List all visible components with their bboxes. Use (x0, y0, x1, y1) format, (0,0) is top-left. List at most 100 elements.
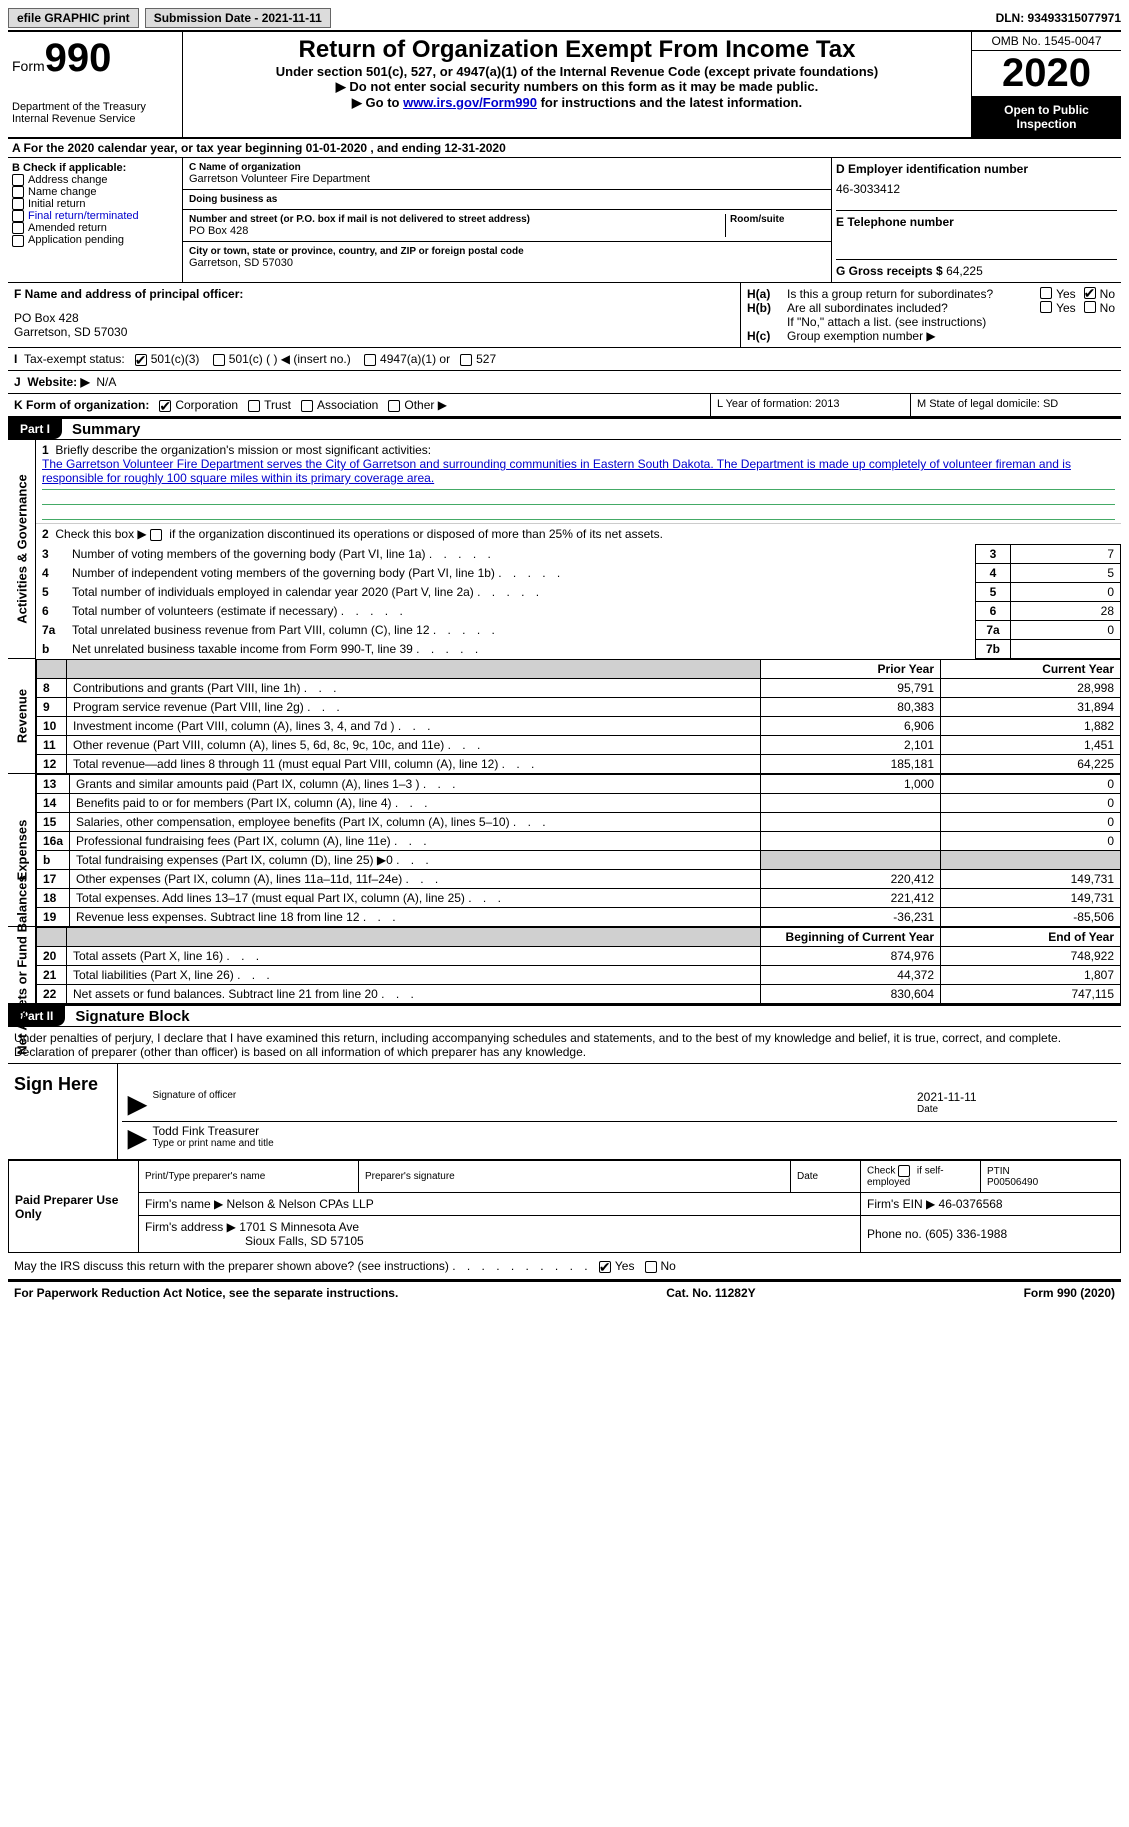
part1-title: Summary (62, 421, 140, 438)
checkbox-final-return[interactable] (12, 210, 24, 222)
checkbox-hb-yes[interactable] (1040, 301, 1052, 313)
part1-tag: Part I (8, 419, 62, 439)
table-row: 10Investment income (Part VIII, column (… (37, 717, 1121, 736)
officer-name-title: Todd Fink Treasurer (152, 1124, 1117, 1138)
ptin-cell: PTINP00506490 (981, 1161, 1121, 1193)
sign-here-block: Sign Here ▶ Signature of officer 2021-11… (8, 1064, 1121, 1160)
form990-link[interactable]: www.irs.gov/Form990 (403, 95, 537, 110)
officer-group-row: F Name and address of principal officer:… (8, 283, 1121, 348)
table-row: 22Net assets or fund balances. Subtract … (37, 985, 1121, 1004)
firm-addr2: Sioux Falls, SD 57105 (145, 1234, 364, 1248)
row-form-org: K Form of organization: Corporation Trus… (8, 394, 711, 416)
checkbox-name-change[interactable] (12, 186, 24, 198)
firm-name: Nelson & Nelson CPAs LLP (227, 1197, 374, 1211)
signature-label: Signature of officer (152, 1090, 917, 1101)
checkbox-501c3[interactable] (135, 354, 147, 366)
table-row: 15Salaries, other compensation, employee… (37, 813, 1121, 832)
state-domicile: M State of legal domicile: SD (911, 394, 1121, 416)
preparer-name-label: Print/Type preparer's name (139, 1161, 359, 1193)
paid-preparer-table: Paid Preparer Use Only Print/Type prepar… (8, 1160, 1121, 1253)
table-row: 14Benefits paid to or for members (Part … (37, 794, 1121, 813)
form-subtitle: Under section 501(c), 527, or 4947(a)(1)… (191, 64, 963, 79)
checkbox-self-employed[interactable] (898, 1165, 910, 1177)
officer-label: F Name and address of principal officer: (14, 287, 734, 301)
checkbox-other[interactable] (388, 400, 400, 412)
gross-receipts: 64,225 (946, 264, 983, 278)
table-row: 6 Total number of volunteers (estimate i… (36, 602, 1121, 621)
officer-addr1: PO Box 428 (14, 311, 734, 325)
side-revenue: Revenue (14, 689, 29, 743)
table-row: 9Program service revenue (Part VIII, lin… (37, 698, 1121, 717)
revenue-section: Revenue Prior YearCurrent Year 8Contribu… (8, 659, 1121, 774)
hb-note: If "No," attach a list. (see instruction… (747, 315, 1115, 329)
period-row: A For the 2020 calendar year, or tax yea… (8, 139, 1121, 158)
preparer-date-label: Date (791, 1161, 861, 1193)
org-name: Garretson Volunteer Fire Department (189, 173, 825, 185)
checkbox-corp[interactable] (159, 400, 171, 412)
form-word: Form (12, 58, 45, 74)
checkbox-ha-no[interactable] (1084, 287, 1096, 299)
checkbox-amended[interactable] (12, 222, 24, 234)
governance-section: Activities & Governance 1 Briefly descri… (8, 440, 1121, 659)
ein-value: 46-3033412 (836, 176, 1117, 210)
footer-mid: Cat. No. 11282Y (666, 1286, 755, 1300)
net-assets-section: Net Assets or Fund Balances Beginning of… (8, 927, 1121, 1004)
mission-label: Briefly describe the organization's miss… (55, 443, 431, 457)
checkbox-ha-yes[interactable] (1040, 287, 1052, 299)
expenses-section: Expenses 13Grants and similar amounts pa… (8, 774, 1121, 927)
checkbox-discuss-yes[interactable] (599, 1261, 611, 1273)
phone-label: E Telephone number (836, 210, 1117, 229)
dln-label: DLN: 93493315077971 (996, 11, 1121, 25)
checkbox-address-change[interactable] (12, 174, 24, 186)
efile-button[interactable]: efile GRAPHIC print (8, 8, 139, 28)
top-bar: efile GRAPHIC print Submission Date - 20… (8, 8, 1121, 32)
checkbox-501c[interactable] (213, 354, 225, 366)
gross-label: G Gross receipts $ (836, 264, 943, 278)
row-tax-exempt: I Tax-exempt status: 501(c)(3) 501(c) ( … (8, 348, 1121, 371)
year-formation: L Year of formation: 2013 (711, 394, 911, 416)
ha-label: Is this a group return for subordinates? (787, 287, 1040, 301)
form-title: Return of Organization Exempt From Incom… (191, 36, 963, 64)
dba-label: Doing business as (189, 194, 825, 205)
side-net: Net Assets or Fund Balances (14, 875, 29, 1054)
checkbox-trust[interactable] (248, 400, 260, 412)
checkbox-527[interactable] (460, 354, 472, 366)
footer-right: Form 990 (2020) (1024, 1286, 1115, 1300)
checkbox-4947[interactable] (364, 354, 376, 366)
dept-treasury: Department of the Treasury (12, 101, 178, 113)
submission-date-button[interactable]: Submission Date - 2021-11-11 (145, 8, 331, 28)
form-header: Form990 Department of the Treasury Inter… (8, 32, 1121, 139)
table-row: 21Total liabilities (Part X, line 26) . … (37, 966, 1121, 985)
penalties-text: Under penalties of perjury, I declare th… (8, 1027, 1121, 1064)
table-row: 18Total expenses. Add lines 13–17 (must … (37, 889, 1121, 908)
line2-text: Check this box ▶ if the organization dis… (55, 527, 663, 541)
self-employed-cell: Check if self-employed (861, 1161, 981, 1193)
part2-title: Signature Block (65, 1008, 189, 1025)
checkbox-discontinued[interactable] (150, 529, 162, 541)
org-name-label: C Name of organization (189, 162, 825, 173)
table-row: 12Total revenue—add lines 8 through 11 (… (37, 755, 1121, 774)
table-row: 16aProfessional fundraising fees (Part I… (37, 832, 1121, 851)
col-begin-year: Beginning of Current Year (761, 928, 941, 947)
goto-note: ▶ Go to www.irs.gov/Form990 for instruct… (191, 95, 963, 111)
governance-table: 3 Number of voting members of the govern… (36, 544, 1121, 659)
officer-addr2: Garretson, SD 57030 (14, 325, 734, 339)
side-expenses: Expenses (14, 820, 29, 881)
block-b-title: B Check if applicable: (12, 162, 178, 174)
checkbox-assoc[interactable] (301, 400, 313, 412)
checkbox-application-pending[interactable] (12, 235, 24, 247)
table-row: 13Grants and similar amounts paid (Part … (37, 775, 1121, 794)
table-row: 20Total assets (Part X, line 16) . . . 8… (37, 947, 1121, 966)
checkbox-initial-return[interactable] (12, 198, 24, 210)
table-row: 17Other expenses (Part IX, column (A), l… (37, 870, 1121, 889)
table-row: 5 Total number of individuals employed i… (36, 583, 1121, 602)
table-row: 4 Number of independent voting members o… (36, 564, 1121, 583)
website-value: N/A (96, 375, 116, 389)
org-city: Garretson, SD 57030 (189, 257, 825, 269)
sign-date-label: Date (917, 1104, 1117, 1115)
col-current-year: Current Year (941, 660, 1121, 679)
part2-header: Part II Signature Block (8, 1004, 1121, 1027)
checkbox-discuss-no[interactable] (645, 1261, 657, 1273)
row-website: J Website: ▶ N/A (8, 371, 1121, 394)
checkbox-hb-no[interactable] (1084, 301, 1096, 313)
